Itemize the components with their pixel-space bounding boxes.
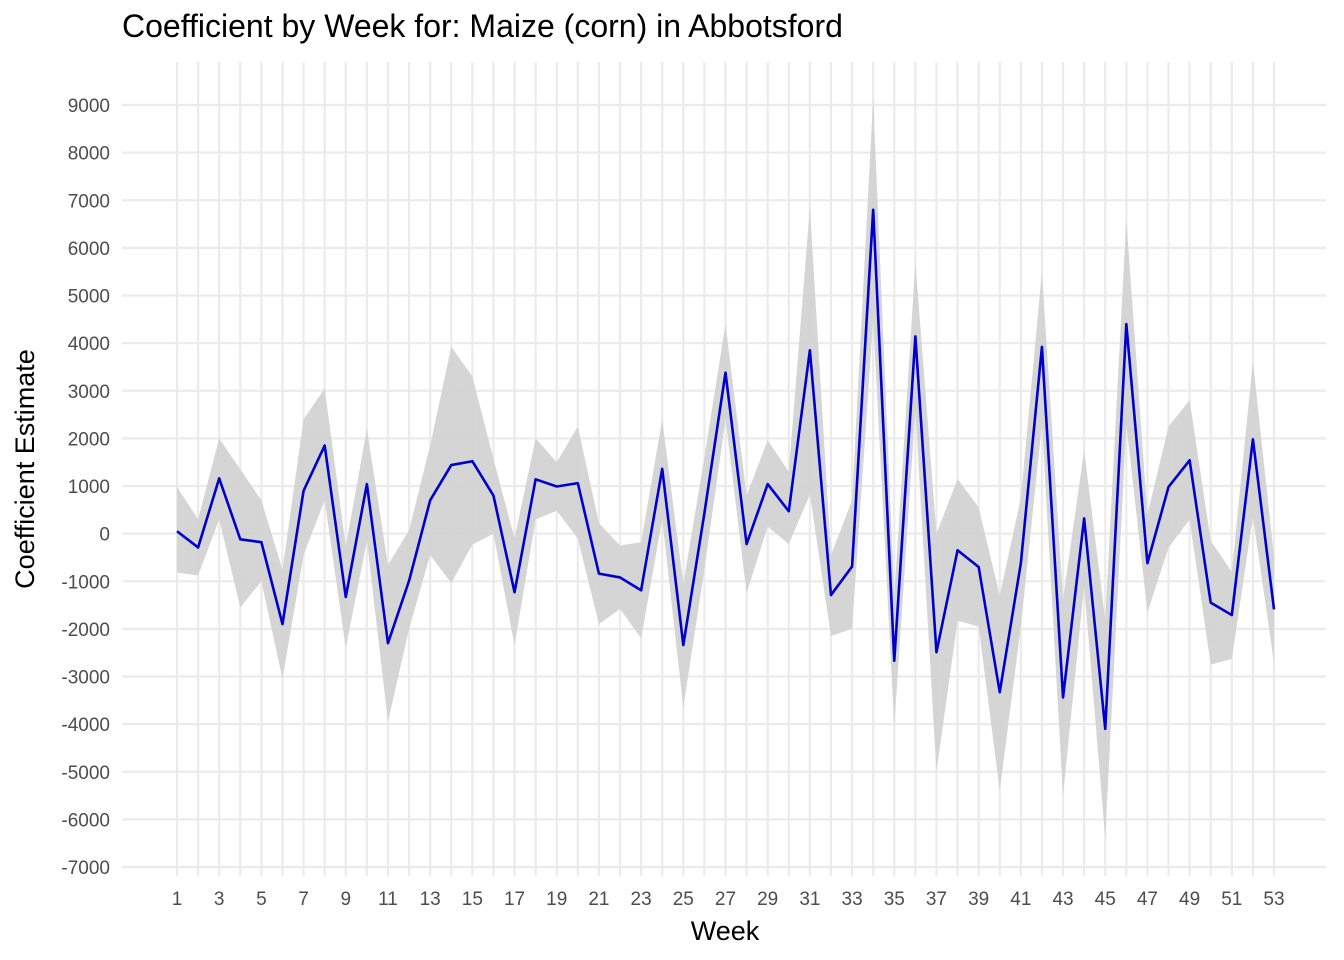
x-tick-label: 25 <box>673 889 694 910</box>
y-axis-title: Coefficient Estimate <box>10 349 40 589</box>
confidence-band <box>177 97 1274 839</box>
x-tick-label: 49 <box>1179 889 1200 910</box>
x-tick-label: 51 <box>1221 889 1242 910</box>
x-tick-label: 23 <box>631 889 652 910</box>
y-tick-label: -2000 <box>61 620 110 641</box>
x-tick-label: 41 <box>1010 889 1031 910</box>
y-tick-label: 0 <box>99 525 110 546</box>
x-tick-label: 5 <box>256 889 267 910</box>
y-tick-label: 3000 <box>68 382 110 403</box>
x-tick-label: 7 <box>298 889 309 910</box>
x-tick-label: 29 <box>757 889 778 910</box>
series-line-group <box>176 208 1276 731</box>
x-tick-label: 53 <box>1263 889 1284 910</box>
y-tick-label: -4000 <box>61 715 110 736</box>
y-tick-label: 8000 <box>68 144 110 165</box>
chart-title: Coefficient by Week for: Maize (corn) in… <box>122 8 843 44</box>
y-tick-label: 6000 <box>68 239 110 260</box>
x-tick-label: 19 <box>546 889 567 910</box>
x-tick-label: 21 <box>588 889 609 910</box>
x-tick-label: 45 <box>1095 889 1116 910</box>
x-tick-label: 31 <box>799 889 820 910</box>
y-tick-label: -3000 <box>61 668 110 689</box>
y-tick-label: 7000 <box>68 191 110 212</box>
x-tick-label: 17 <box>504 889 525 910</box>
x-tick-label: 15 <box>462 889 483 910</box>
x-tick-label: 39 <box>968 889 989 910</box>
x-tick-label: 35 <box>884 889 905 910</box>
x-tick-label: 37 <box>926 889 947 910</box>
confidence-ribbon <box>177 97 1274 839</box>
x-tick-label: 11 <box>378 889 398 910</box>
y-tick-label: 2000 <box>68 429 110 450</box>
x-axis-title: Week <box>691 916 760 946</box>
x-tick-label: 33 <box>842 889 863 910</box>
y-tick-label: 9000 <box>68 96 110 117</box>
x-tick-label: 27 <box>715 889 736 910</box>
y-tick-label: 4000 <box>68 334 110 355</box>
y-axis-tick-labels: 9000 8000 7000 6000 5000 4000 3000 2000 1000 0 -10… <box>61 96 110 879</box>
x-tick-label: 3 <box>214 889 225 910</box>
y-tick-label: -1000 <box>61 572 110 593</box>
x-tick-label: 13 <box>420 889 441 910</box>
y-tick-label: 5000 <box>68 287 110 308</box>
y-tick-label: -6000 <box>61 810 110 831</box>
y-tick-label: -7000 <box>61 858 110 879</box>
x-axis-tick-labels: 1 3 5 7 9 11 13 15 17 19 21 23 25 27 29 31 33 35 37 39 41 43 4… <box>172 889 1285 910</box>
x-tick-label: 43 <box>1052 889 1073 910</box>
x-tick-label: 47 <box>1137 889 1158 910</box>
x-tick-label: 1 <box>172 889 183 910</box>
y-tick-label: 1000 <box>68 477 110 498</box>
y-tick-label: -5000 <box>61 763 110 784</box>
x-tick-label: 9 <box>340 889 351 910</box>
